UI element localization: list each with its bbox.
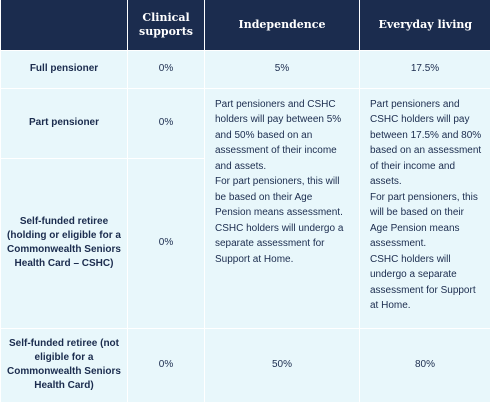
note-text: CSHC holders will undergo a separate ass… [215,221,351,268]
header-independence: Independence [205,0,360,50]
header-row: Clinical supports Independence Everyday … [1,0,490,50]
note-text: Part pensioners and CSHC holders will pa… [215,97,351,175]
cell-everyday-means-tested-note: Part pensioners and CSHC holders will pa… [360,88,490,328]
cell-self-no-cshc-clinical: 0% [128,328,205,402]
cell-full-everyday: 17.5% [360,50,490,88]
cell-self-no-cshc-independence: 50% [205,328,360,402]
row-label-self-funded-no-cshc: Self-funded retiree (not eligible for a … [1,328,128,402]
note-text: For part pensioners, this will be based … [215,174,351,221]
cell-self-no-cshc-everyday: 80% [360,328,490,402]
note-text: For part pensioners, this will be based … [370,190,482,252]
row-label-full-pensioner: Full pensioner [1,50,128,88]
note-text: Part pensioners and CSHC holders will pa… [370,97,482,190]
cell-full-clinical: 0% [128,50,205,88]
header-empty [1,0,128,50]
cell-full-independence: 5% [205,50,360,88]
header-clinical-supports: Clinical supports [128,0,205,50]
row-full-pensioner: Full pensioner 0% 5% 17.5% [1,50,490,88]
note-text: CSHC holders will undergo a separate ass… [370,252,482,314]
row-part-pensioner: Part pensioner 0% Part pensioners and CS… [1,88,490,158]
cell-part-clinical: 0% [128,88,205,158]
header-everyday-living: Everyday living [360,0,490,50]
cell-independence-means-tested-note: Part pensioners and CSHC holders will pa… [205,88,360,328]
row-label-self-funded-cshc: Self-funded retiree (holding or eligible… [1,158,128,328]
row-self-funded-no-cshc: Self-funded retiree (not eligible for a … [1,328,490,402]
cell-self-cshc-clinical: 0% [128,158,205,328]
row-label-part-pensioner: Part pensioner [1,88,128,158]
